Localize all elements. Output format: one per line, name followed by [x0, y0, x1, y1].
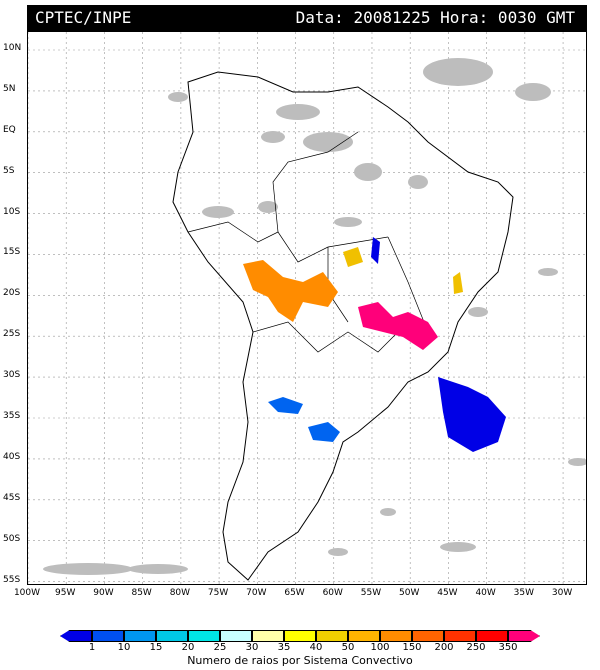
source-label: CPTEC/INPE — [35, 8, 132, 27]
legend-swatch — [156, 630, 188, 642]
legend-tick: 350 — [498, 642, 518, 653]
lon-tick: 90W — [93, 588, 114, 598]
legend-tick: 15 — [149, 642, 163, 653]
legend-swatch — [316, 630, 348, 642]
legend-swatch — [444, 630, 476, 642]
legend-tick: 20 — [181, 642, 195, 653]
lon-tick: 40W — [475, 588, 496, 598]
lon-tick: 100W — [13, 588, 41, 598]
legend-swatch — [188, 630, 220, 642]
mid-blue-cluster-2 — [308, 422, 340, 442]
color-legend — [60, 628, 540, 646]
cloud-cover — [43, 58, 586, 575]
legend-tick: 10 — [117, 642, 131, 653]
yellow-cluster-2 — [453, 272, 463, 294]
lat-tick: 45S — [3, 492, 21, 503]
legend-tick: 150 — [402, 642, 422, 653]
lat-tick: 35S — [3, 411, 21, 421]
blue-small — [371, 237, 380, 264]
lat-tick: 10S — [3, 206, 21, 217]
legend-tick: 35 — [277, 642, 291, 653]
lat-tick: 50S — [3, 533, 21, 544]
legend-tick: 50 — [341, 642, 355, 653]
legend-swatch — [124, 630, 156, 642]
legend-swatch — [60, 630, 92, 642]
legend-swatch — [348, 630, 380, 642]
legend-tick: 30 — [245, 642, 259, 653]
lon-tick: 95W — [55, 588, 76, 598]
convective-systems — [243, 237, 506, 452]
lon-tick: 35W — [513, 588, 535, 598]
lon-tick: 55W — [360, 588, 382, 598]
lat-tick: 5S — [3, 165, 15, 176]
lon-tick: 80W — [169, 588, 191, 598]
lat-tick: 40S — [3, 451, 21, 462]
legend-swatch — [284, 630, 316, 642]
legend-tick: 250 — [466, 642, 486, 653]
map-canvas — [27, 31, 587, 585]
orange-cluster — [243, 260, 338, 322]
mid-blue-cluster-1 — [268, 397, 303, 414]
legend-tick: 100 — [370, 642, 390, 653]
lat-tick: 25S — [3, 329, 21, 340]
lat-tick: 20S — [3, 288, 21, 299]
legend-swatch — [476, 630, 508, 642]
datetime-label: Data: 20081225 Hora: 0030 GMT — [295, 8, 575, 27]
yellow-cluster-1 — [343, 247, 363, 267]
legend-swatch — [220, 630, 252, 642]
lon-tick: 65W — [284, 588, 305, 598]
lat-tick: 55S — [3, 574, 21, 585]
map-header: CPTEC/INPE Data: 20081225 Hora: 0030 GMT — [27, 5, 587, 31]
lat-tick: 10N — [3, 43, 22, 53]
lon-tick: 75W — [207, 588, 229, 598]
lon-tick: 85W — [131, 588, 152, 598]
lat-tick: 30S — [3, 370, 21, 381]
legend-swatch — [252, 630, 284, 642]
lon-tick: 50W — [399, 588, 420, 598]
magenta-cluster — [358, 302, 438, 350]
legend-tick: 25 — [213, 642, 227, 653]
legend-swatch — [380, 630, 412, 642]
legend-swatch — [412, 630, 444, 642]
lon-tick: 45W — [437, 588, 458, 598]
coastline — [172, 71, 514, 581]
lat-tick: 15S — [3, 247, 21, 258]
lat-tick: EQ — [3, 124, 16, 135]
map-svg — [28, 32, 586, 584]
lon-tick: 60W — [322, 588, 343, 598]
legend-tick: 40 — [309, 642, 323, 653]
lon-tick: 30W — [551, 588, 573, 598]
lat-tick: 5N — [3, 83, 16, 94]
legend-tick: 1 — [88, 642, 96, 653]
legend-tick: 200 — [434, 642, 454, 653]
blue-cluster — [438, 377, 506, 452]
lon-tick: 70W — [246, 588, 267, 598]
legend-title: Numero de raios por Sistema Convectivo — [187, 654, 413, 667]
legend-swatch — [508, 630, 540, 642]
legend-swatch — [92, 630, 124, 642]
